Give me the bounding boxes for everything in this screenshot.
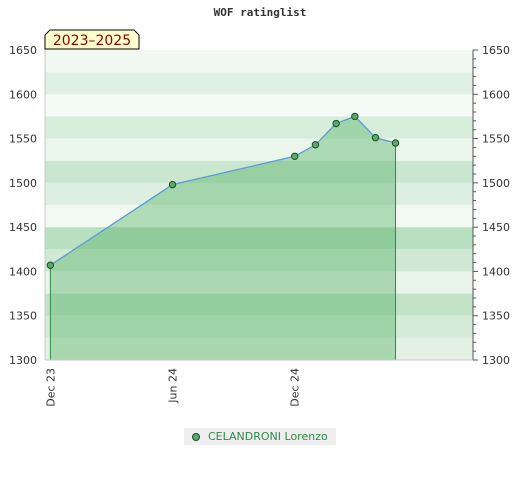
rating-point: [332, 119, 340, 128]
legend-marker-icon: [192, 432, 200, 441]
y-tick-label-left: 1600: [9, 88, 37, 101]
y-tick-label-left: 1300: [9, 354, 37, 367]
season-badge-text: 2023–2025: [53, 33, 131, 49]
background-band: [45, 138, 473, 161]
tick-labels: 1300 1300 1350 1350 1400 1400 1450 1450 1500 1500…: [9, 44, 510, 407]
y-tick-label-left: 1400: [9, 265, 37, 278]
season-badge-box: [44, 29, 140, 50]
area-layer: [49, 116, 397, 360]
x-tick-label: Dec 23: [44, 368, 57, 407]
y-tick-label-right: 1400: [482, 265, 510, 278]
background-bands: [45, 50, 473, 360]
background-band: [45, 315, 473, 338]
season-badge: 2023–2025: [44, 29, 140, 50]
x-tick-label: Dec 24: [289, 368, 302, 407]
background-band: [45, 182, 473, 205]
background-band: [45, 160, 473, 183]
series-marks: [46, 112, 400, 269]
background-band: [45, 50, 473, 73]
rating-point: [371, 133, 380, 142]
y-tick-label-right: 1650: [482, 44, 510, 57]
rating-point: [168, 180, 177, 189]
x-tick-label: Jun 24: [167, 368, 180, 404]
legend-label: CELANDRONI Lorenzo: [208, 430, 328, 443]
y-tick-label-right: 1550: [482, 133, 510, 146]
y-tick-label-left: 1350: [9, 310, 37, 323]
y-tick-label-left: 1450: [9, 221, 37, 234]
background-band: [45, 227, 473, 250]
y-tick-label-left: 1500: [9, 177, 37, 190]
y-tick-label-right: 1300: [482, 354, 510, 367]
background-band: [45, 249, 473, 272]
axes: [44, 49, 478, 361]
y-tick-label-left: 1650: [9, 44, 37, 57]
background-band: [45, 271, 473, 294]
rating-point: [311, 141, 320, 149]
rating-point: [291, 152, 299, 160]
rating-area: [50, 116, 396, 360]
background-band: [45, 72, 473, 95]
background-band: [45, 116, 473, 139]
rating-line: [49, 115, 396, 266]
rating-point: [351, 112, 359, 121]
chart-title: WOF ratinglist: [213, 6, 307, 19]
y-tick-label-right: 1350: [482, 310, 510, 323]
y-tick-label-right: 1500: [482, 177, 510, 190]
rating-point: [46, 261, 55, 269]
background-band: [45, 94, 473, 117]
rating-point: [391, 139, 400, 147]
background-band: [45, 293, 473, 316]
background-band: [45, 337, 473, 360]
legend: CELANDRONI Lorenzo: [184, 428, 336, 445]
background-band: [45, 205, 473, 228]
y-tick-label-right: 1600: [482, 88, 510, 101]
y-tick-label-left: 1550: [9, 133, 37, 146]
y-tick-label-right: 1450: [482, 221, 510, 234]
